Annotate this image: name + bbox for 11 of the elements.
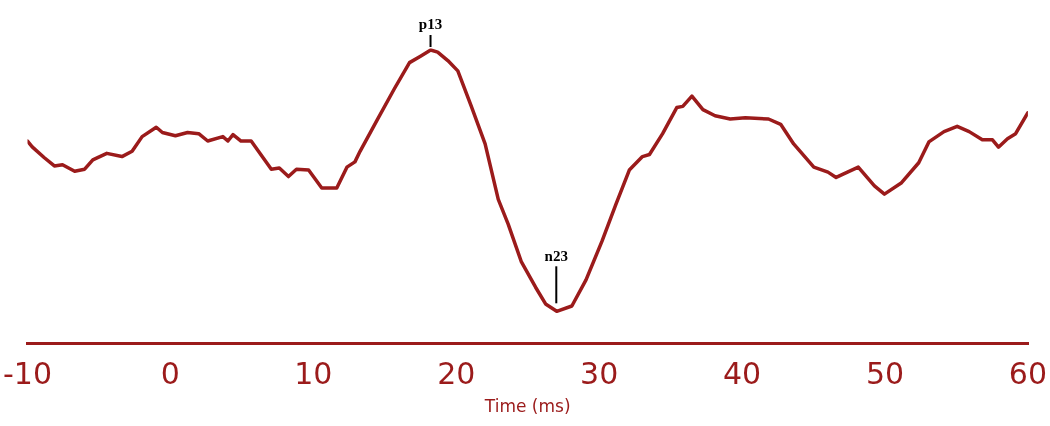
x-axis-title: Time (ms) xyxy=(483,396,571,417)
x-tick-label: 40 xyxy=(722,356,762,392)
x-tick-label: 20 xyxy=(437,356,476,392)
x-tick-label: 0 xyxy=(160,356,180,392)
x-tick-label: 30 xyxy=(580,356,619,392)
x-tick-label: 60 xyxy=(1008,356,1048,392)
x-tick-label: -10 xyxy=(3,356,52,392)
annotation: n23 xyxy=(544,247,568,264)
annotation: p13 xyxy=(418,16,443,33)
x-tick-label: 10 xyxy=(294,356,333,392)
x-tick-label: 50 xyxy=(865,356,905,392)
